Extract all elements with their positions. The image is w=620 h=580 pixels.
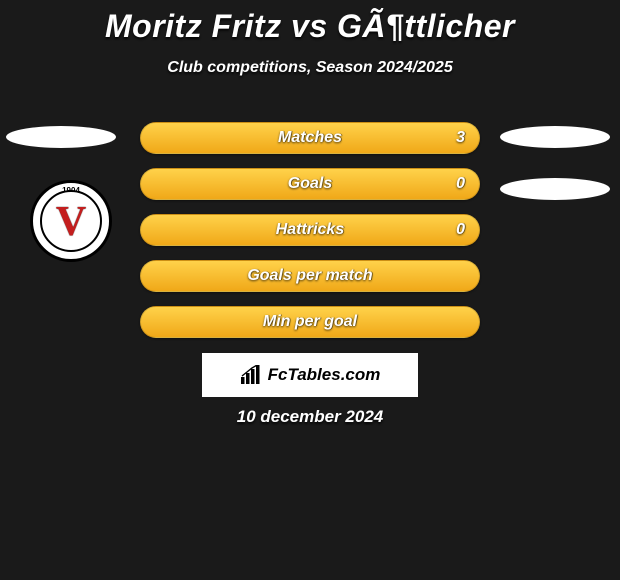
stat-row-min-per-goal: Min per goal [140,306,480,338]
brand-badge: FcTables.com [202,353,418,397]
stats-list: Matches 3 Goals 0 Hattricks 0 Goals per … [140,122,480,352]
club-badge-letter: V [56,198,86,246]
stat-value: 3 [456,129,465,147]
stat-row-goals-per-match: Goals per match [140,260,480,292]
stat-value: 0 [456,221,465,239]
stat-label: Goals [288,175,332,193]
stat-label: Hattricks [276,221,344,239]
stat-label: Goals per match [247,267,372,285]
player-left-portrait-placeholder [6,126,116,148]
stat-label: Min per goal [263,313,357,331]
stat-row-hattricks: Hattricks 0 [140,214,480,246]
bar-chart-icon [240,365,262,385]
player-right-club-placeholder [500,178,610,200]
date-line: 10 december 2024 [0,407,620,427]
player-left-club-badge: 1904 V [30,180,112,262]
stat-row-goals: Goals 0 [140,168,480,200]
player-right-portrait-placeholder [500,126,610,148]
stat-row-matches: Matches 3 [140,122,480,154]
subtitle: Club competitions, Season 2024/2025 [0,59,620,77]
page-title: Moritz Fritz vs GÃ¶ttlicher [0,0,620,45]
brand-label: FcTables.com [268,365,381,385]
stat-label: Matches [278,129,342,147]
stat-value: 0 [456,175,465,193]
